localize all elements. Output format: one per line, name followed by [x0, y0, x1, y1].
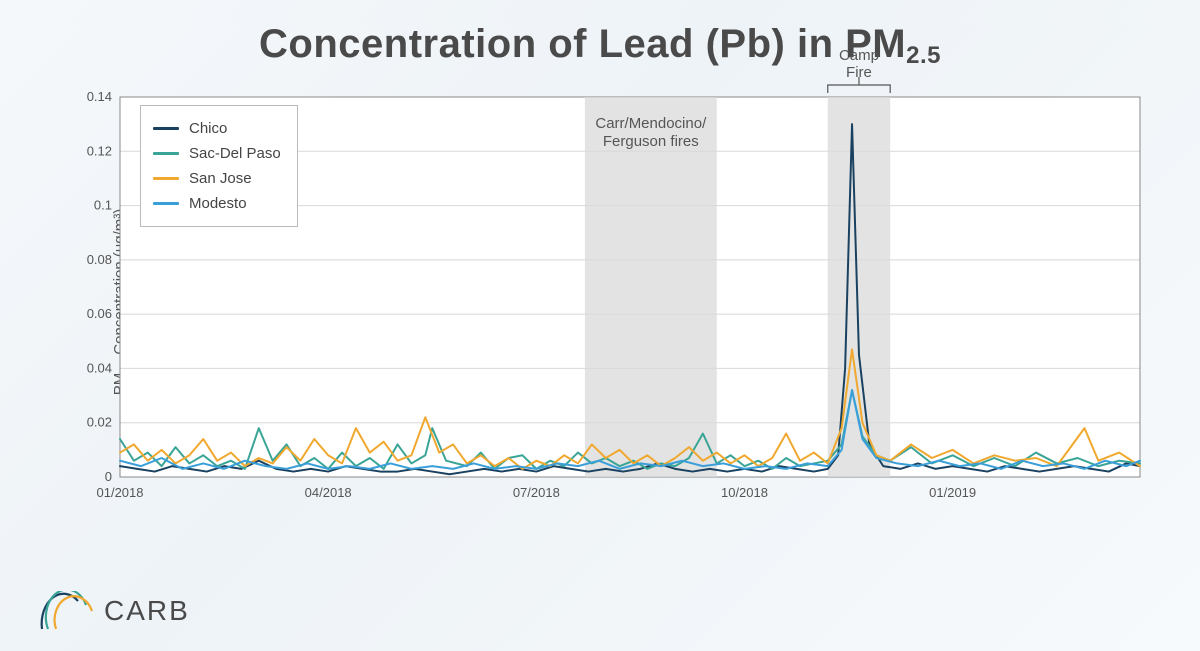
chart-title: Concentration of Lead (Pb) in PM2.5	[0, 22, 1200, 67]
legend-label: Modesto	[189, 195, 247, 212]
carb-logo: CARB	[38, 591, 190, 631]
legend-swatch	[153, 177, 179, 180]
xtick-label: 01/2019	[929, 485, 976, 500]
xtick-label: 07/2018	[513, 485, 560, 500]
title-main: Concentration of Lead (Pb) in PM	[259, 22, 906, 66]
annotation-carr-mendocino: Carr/Mendocino/Ferguson fires	[581, 115, 721, 151]
legend-item: San Jose	[153, 166, 281, 191]
legend-swatch	[153, 202, 179, 205]
legend: Chico Sac-Del Paso San Jose Modesto	[140, 105, 298, 227]
chart-container: PM2.5 Concentration (ug/m³) 00.020.040.0…	[100, 87, 1140, 517]
annotation-camp-fire: CampFire	[829, 47, 889, 82]
legend-item: Modesto	[153, 191, 281, 216]
ytick-label: 0.02	[87, 415, 112, 430]
legend-item: Sac-Del Paso	[153, 141, 281, 166]
ytick-label: 0.12	[87, 143, 112, 158]
ytick-label: 0.08	[87, 252, 112, 267]
legend-swatch	[153, 127, 179, 130]
legend-item: Chico	[153, 116, 281, 141]
title-sub: 2.5	[906, 42, 941, 69]
ytick-label: 0	[105, 469, 112, 484]
legend-swatch	[153, 152, 179, 155]
carb-logo-icon	[38, 591, 94, 631]
xtick-label: 04/2018	[305, 485, 352, 500]
ytick-label: 0.04	[87, 360, 112, 375]
ytick-label: 0.06	[87, 306, 112, 321]
legend-label: San Jose	[189, 170, 252, 187]
xtick-label: 01/2018	[97, 485, 144, 500]
carb-logo-text: CARB	[104, 595, 190, 627]
legend-label: Chico	[189, 120, 227, 137]
ytick-label: 0.14	[87, 89, 112, 104]
legend-label: Sac-Del Paso	[189, 145, 281, 162]
ytick-label: 0.1	[94, 198, 112, 213]
xtick-label: 10/2018	[721, 485, 768, 500]
